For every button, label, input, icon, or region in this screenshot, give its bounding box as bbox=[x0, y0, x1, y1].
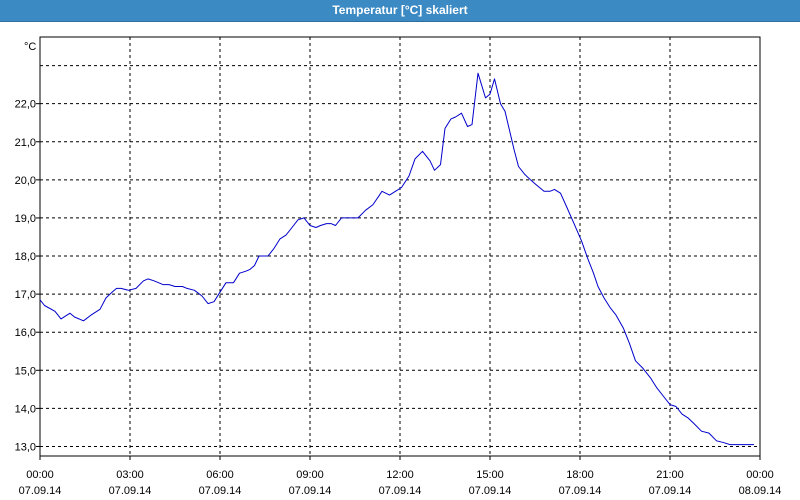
temperature-series-line bbox=[39, 72, 754, 446]
y-tick-label: 15,0 bbox=[15, 365, 36, 377]
y-tick-label: 14,0 bbox=[15, 403, 36, 415]
grid bbox=[40, 37, 760, 456]
chart-title-bar: Temperatur [°C] skaliert bbox=[0, 0, 800, 22]
y-tick-label: 13,0 bbox=[15, 441, 36, 453]
x-tick-date-label: 07.09.14 bbox=[469, 485, 512, 497]
y-tick-label: 16,0 bbox=[15, 327, 36, 339]
x-tick-date-label: 08.09.14 bbox=[739, 485, 782, 497]
chart-title: Temperatur [°C] skaliert bbox=[332, 3, 468, 17]
x-axis: 00:00 07.09.14 03:00 07.09.14 06:00 07.09.14 0… bbox=[19, 456, 782, 497]
x-tick-time-label: 15:00 bbox=[476, 469, 504, 481]
x-tick-date-label: 07.09.14 bbox=[19, 485, 62, 497]
x-tick-time-label: 21:00 bbox=[656, 469, 684, 481]
y-axis: 13,0 14,0 15,0 16,0 17,0 18,0 19,0 20,0 21,0 22,0 bbox=[15, 99, 40, 453]
x-tick-date-label: 07.09.14 bbox=[199, 485, 242, 497]
x-tick-time-label: 00:00 bbox=[26, 469, 54, 481]
x-tick-time-label: 12:00 bbox=[386, 469, 414, 481]
y-tick-label: 21,0 bbox=[15, 137, 36, 149]
x-tick-time-label: 00:00 bbox=[746, 469, 774, 481]
y-tick-label: 22,0 bbox=[15, 99, 36, 111]
x-tick-date-label: 07.09.14 bbox=[649, 485, 692, 497]
x-tick-date-label: 07.09.14 bbox=[109, 485, 152, 497]
y-tick-label: 18,0 bbox=[15, 251, 36, 263]
x-tick-time-label: 03:00 bbox=[116, 469, 144, 481]
x-tick-time-label: 09:00 bbox=[296, 469, 324, 481]
x-tick-date-label: 07.09.14 bbox=[559, 485, 602, 497]
y-tick-label: 19,0 bbox=[15, 213, 36, 225]
x-tick-date-label: 07.09.14 bbox=[289, 485, 332, 497]
x-tick-time-label: 18:00 bbox=[566, 469, 594, 481]
y-tick-label: 17,0 bbox=[15, 289, 36, 301]
y-axis-unit-label: °C bbox=[24, 41, 36, 53]
x-tick-date-label: 07.09.14 bbox=[379, 485, 422, 497]
series bbox=[39, 72, 754, 446]
y-tick-label: 20,0 bbox=[15, 175, 36, 187]
x-tick-time-label: 06:00 bbox=[206, 469, 234, 481]
